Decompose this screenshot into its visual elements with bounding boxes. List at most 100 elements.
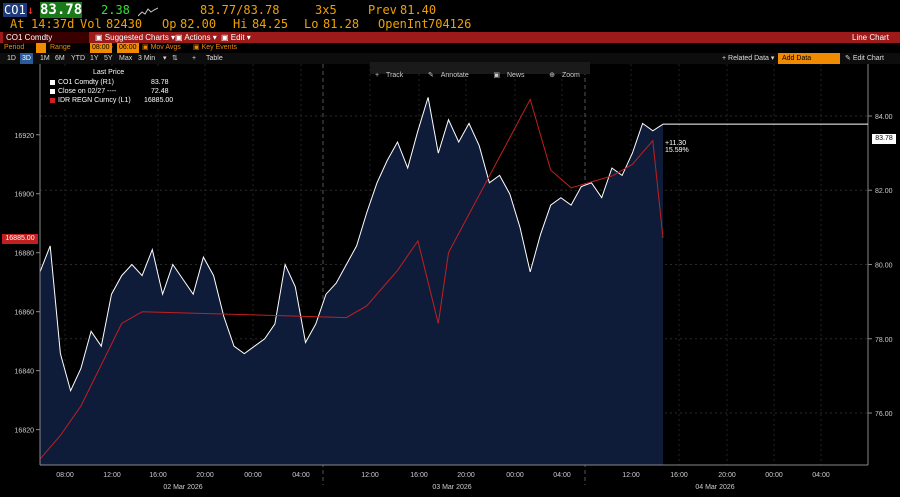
edit-chart-button[interactable]: ✎ Edit Chart <box>845 55 884 62</box>
range-to[interactable]: 06:00 <box>117 43 139 53</box>
edit-menu[interactable]: ▣ Edit ▾ <box>221 33 251 42</box>
legend-value-idr: 16885.00 <box>144 97 174 104</box>
x-tick-label: 20:00 <box>718 472 736 479</box>
x-tick-label: 08:00 <box>56 472 74 479</box>
left-tick-label: 16840 <box>15 369 35 376</box>
range-label: Range <box>50 44 71 51</box>
zoom-1d[interactable]: 1D <box>7 55 16 62</box>
swatch-co1 <box>50 79 55 85</box>
hi-label: Hi <box>233 17 248 31</box>
security-field[interactable]: CO1 Comdty <box>3 32 89 43</box>
interval-select[interactable]: 3 Min <box>138 55 156 62</box>
right-tick-label: 84.00 <box>875 114 893 121</box>
legend-label-idr: IDR REGN Curncy (L1) <box>58 97 131 104</box>
period-label: Period <box>4 44 25 51</box>
menu-bar: CO1 Comdty ▣ Suggested Charts ▾ ▣ Action… <box>0 32 900 43</box>
left-tick-label: 16880 <box>15 251 35 258</box>
zoom-1m[interactable]: 1M <box>40 55 50 62</box>
suggested-charts-button[interactable]: ▣ Suggested Charts ▾ <box>95 33 176 42</box>
related-data-button[interactable]: + Related Data ▾ <box>722 55 775 62</box>
settings-icon[interactable]: + <box>192 55 197 62</box>
legend-label-co1: CO1 Comdty (R1) <box>58 79 115 86</box>
lo-value: 81.28 <box>323 17 360 31</box>
zoom-1y[interactable]: 1Y <box>90 55 99 62</box>
zoom-max[interactable]: Max <box>119 55 133 62</box>
candle-icon[interactable]: ⇅ <box>172 55 178 62</box>
chart-type-label[interactable]: Line Chart <box>852 33 889 42</box>
zoom-5y[interactable]: 5Y <box>104 55 113 62</box>
swatch-close <box>50 88 55 94</box>
vol-value: 82430 <box>106 17 143 31</box>
date-label: 03 Mar 2026 <box>432 484 471 491</box>
left-tick-label: 16900 <box>15 192 35 199</box>
legend-value-close: 72.48 <box>151 88 169 95</box>
left-value-marker: 16885.00 <box>2 234 38 244</box>
x-tick-label: 16:00 <box>410 472 428 479</box>
annotate-tool[interactable]: ✎ Annotate <box>427 72 469 79</box>
left-tick-label: 16820 <box>15 428 35 435</box>
sparkline-icon <box>137 3 159 22</box>
legend: Last Price CO1 Comdty (R1) 83.78 Close o… <box>48 68 173 106</box>
x-tick-label: 12:00 <box>361 472 379 479</box>
openint-value: 704126 <box>428 17 472 31</box>
edit-label: Edit <box>230 33 245 42</box>
news-label: News <box>506 72 525 79</box>
price-chart[interactable]: 76.00 78.00 80.00 82.00 84.00 16820 16840 16860… <box>0 64 900 497</box>
suggested-charts-label: Suggested Charts <box>104 33 169 42</box>
key-events-label: Key Events <box>201 44 237 51</box>
x-tick-label: 16:00 <box>149 472 167 479</box>
track-tool[interactable]: + Track <box>375 72 404 79</box>
range-from[interactable]: 08:00 <box>90 43 112 53</box>
x-tick-label: 04:00 <box>553 472 571 479</box>
vol-label: Vol <box>80 17 102 31</box>
x-tick-label: 04:00 <box>812 472 830 479</box>
change-value: +11.30 <box>665 140 687 147</box>
prev-label: Prev <box>368 3 397 17</box>
prev-value: 81.40 <box>400 3 437 17</box>
at-label: At <box>10 17 25 31</box>
zoom-ytd[interactable]: YTD <box>71 55 85 62</box>
change-annotation: +11.30 15.59% <box>665 140 705 154</box>
price-area <box>40 97 663 466</box>
key-events-toggle[interactable]: ▣ Key Events <box>193 44 237 51</box>
quote-time: 14:37d <box>31 17 75 31</box>
idr-line <box>39 98 664 460</box>
legend-item-idr[interactable]: IDR REGN Curncy (L1) <box>50 97 131 104</box>
legend-item-co1[interactable]: CO1 Comdty (R1) <box>50 79 114 86</box>
bid-ask: 83.77/83.78 <box>200 3 280 17</box>
left-tick-label: 16860 <box>15 310 35 317</box>
mov-avgs-toggle[interactable]: ▣ Mov Avgs <box>142 44 181 51</box>
openint-label: OpenInt <box>378 17 429 31</box>
right-tick-label: 82.00 <box>875 188 893 195</box>
legend-item-close[interactable]: Close on 02/27 ---- <box>50 88 116 95</box>
range-separator: - <box>111 44 114 51</box>
x-tick-label: 00:00 <box>506 472 524 479</box>
annotate-label: Annotate <box>440 72 469 79</box>
actions-menu[interactable]: ▣ Actions ▾ <box>175 33 217 42</box>
chart-tools: + Track ✎ Annotate ▣ News ⊕ Zoom <box>370 62 590 79</box>
zoom-6m[interactable]: 6M <box>55 55 65 62</box>
x-tick-label: 20:00 <box>196 472 214 479</box>
actions-label: Actions <box>184 33 211 42</box>
ticker[interactable]: CO1 <box>3 3 27 17</box>
right-tick-label: 78.00 <box>875 337 893 344</box>
period-select[interactable] <box>36 43 46 53</box>
op-value: 82.00 <box>180 17 217 31</box>
legend-label-close: Close on 02/27 ---- <box>58 88 117 95</box>
zoom-tool[interactable]: ⊕ Zoom <box>549 72 580 79</box>
x-tick-label: 12:00 <box>103 472 121 479</box>
track-label: Track <box>386 72 404 79</box>
table-button[interactable]: Table <box>206 55 223 62</box>
zoom-bar: 1D 3D 1M 6M YTD 1Y 5Y Max 3 Min ▾ ⇅ + Ta… <box>0 53 900 64</box>
x-tick-label: 04:00 <box>292 472 310 479</box>
date-label: 04 Mar 2026 <box>695 484 734 491</box>
edit-chart-label: Edit Chart <box>852 55 884 62</box>
add-data-field[interactable]: Add Data <box>778 53 840 64</box>
last-price: 83.78 <box>40 2 83 18</box>
down-arrow-icon: ↓ <box>27 3 35 17</box>
zoom-3d[interactable]: 3D <box>20 53 33 64</box>
news-tool[interactable]: ▣ News <box>493 72 525 79</box>
chevron-down-icon[interactable]: ▾ <box>163 55 167 62</box>
right-tick-label: 80.00 <box>875 263 893 270</box>
x-tick-label: 00:00 <box>765 472 783 479</box>
